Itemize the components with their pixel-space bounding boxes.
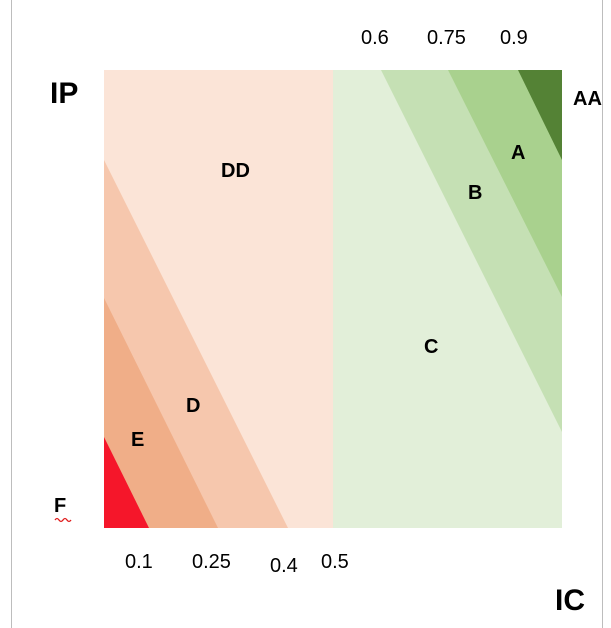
zone-label-dd: DD [221, 160, 250, 182]
x-axis-title: IC [555, 584, 585, 617]
tick-bottom-0-5: 0.5 [321, 551, 349, 573]
zone-e-region [104, 298, 218, 528]
tick-bottom-0-1: 0.1 [125, 551, 153, 573]
tick-bottom-0-25: 0.25 [192, 551, 231, 573]
tick-top-0-75: 0.75 [427, 27, 466, 49]
zone-aa-region [518, 70, 562, 160]
zone-label-c: C [424, 336, 438, 358]
zone-f-region [104, 437, 149, 528]
zone-label-d: D [186, 395, 200, 417]
zone-a-region [448, 70, 562, 297]
zone-label-e: E [131, 429, 144, 451]
tick-bottom-0-4: 0.4 [270, 555, 298, 577]
frame-right-line [602, 0, 603, 628]
zone-label-a: A [511, 142, 525, 164]
zone-label-b: B [468, 182, 482, 204]
tick-top-0-6: 0.6 [361, 27, 389, 49]
zone-label-aa: AA [573, 88, 602, 110]
zone-label-f: F [54, 495, 66, 517]
spellcheck-squiggle [54, 517, 72, 523]
y-axis-title: IP [50, 77, 78, 110]
tick-top-0-9: 0.9 [500, 27, 528, 49]
frame-left-line [11, 0, 12, 628]
